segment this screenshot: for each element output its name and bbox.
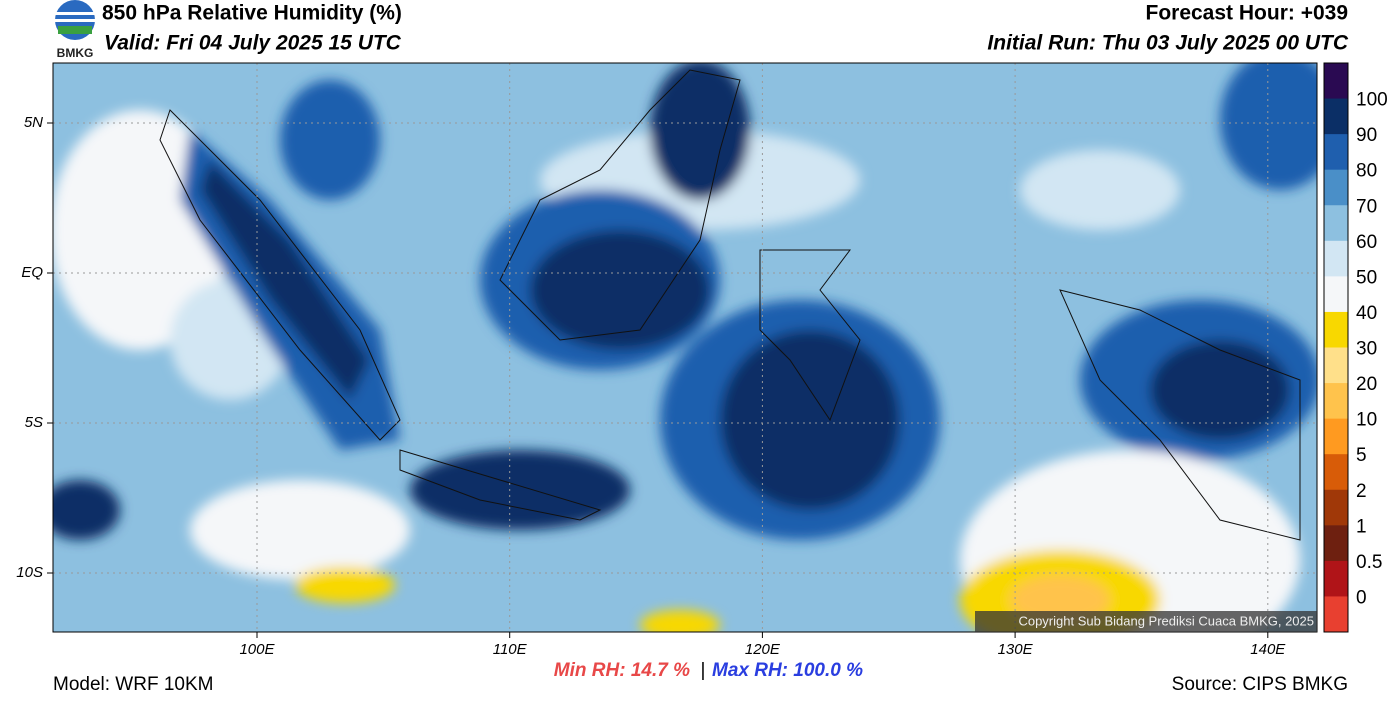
colorbar-label: 0	[1356, 587, 1367, 608]
colorbar-label: 90	[1356, 125, 1377, 146]
colorbar-swatch	[1324, 489, 1348, 526]
colorbar-label: 1	[1356, 516, 1367, 537]
valid-time: Valid: Fri 04 July 2025 15 UTC	[104, 32, 402, 55]
colorbar-label: 10	[1356, 410, 1377, 431]
max-rh: Max RH: 100.0 %	[712, 660, 863, 681]
logo: BMKG	[55, 0, 95, 60]
colorbar-swatch	[1324, 311, 1348, 348]
humidity-field	[53, 63, 1317, 632]
colorbar-swatch	[1324, 525, 1348, 562]
colorbar-label: 80	[1356, 161, 1377, 182]
lat-label: EQ	[21, 264, 43, 281]
min-rh: Min RH: 14.7 %	[554, 660, 690, 681]
colorbar-label: 0.5	[1356, 552, 1382, 573]
colorbar-label: 100	[1356, 90, 1388, 111]
colorbar-label: 20	[1356, 374, 1377, 395]
colorbar-swatch	[1324, 596, 1348, 633]
forecast-hour: Forecast Hour: +039	[1146, 2, 1349, 25]
lon-label: 130E	[998, 641, 1034, 658]
colorbar-swatch	[1324, 169, 1348, 206]
lon-label: 140E	[1250, 641, 1286, 658]
colorbar-swatch	[1324, 63, 1348, 100]
colorbar-swatch	[1324, 383, 1348, 420]
colorbar-label: 40	[1356, 303, 1377, 324]
colorbar-swatch	[1324, 347, 1348, 384]
colorbar-swatch	[1324, 454, 1348, 491]
colorbar: 100 90 80 70 60 50 40 30 20 10 5 2 1 0.5 0	[1323, 62, 1388, 633]
copyright-box	[975, 611, 1317, 632]
colorbar-label: 50	[1356, 267, 1377, 288]
colorbar-swatch	[1324, 98, 1348, 135]
colorbar-swatch	[1324, 418, 1348, 455]
model: Model: WRF 10KM	[53, 674, 213, 695]
colorbar-label: 5	[1356, 445, 1367, 466]
colorbar-swatch	[1324, 276, 1348, 313]
logo-text: BMKG	[57, 46, 94, 60]
copyright: Copyright Sub Bidang Prediksi Cuaca BMKG…	[1018, 613, 1314, 628]
graticule: 5N EQ 5S 10S 100E 110E 120E 130E 140E	[16, 63, 1317, 658]
source: Source: CIPS BMKG	[1172, 674, 1348, 695]
title: 850 hPa Relative Humidity (%)	[102, 2, 402, 25]
lat-label: 10S	[16, 564, 43, 581]
lon-label: 110E	[493, 641, 528, 658]
colorbar-label: 70	[1356, 196, 1377, 217]
colorbar-label: 2	[1356, 481, 1367, 502]
map-frame	[52, 62, 1318, 633]
colorbar-label: 60	[1356, 232, 1377, 253]
colorbar-label: 30	[1356, 339, 1377, 360]
lat-label: 5N	[24, 114, 43, 131]
colorbar-frame	[1323, 62, 1349, 633]
lon-label: 120E	[745, 641, 781, 658]
initial-run: Initial Run: Thu 03 July 2025 00 UTC	[987, 32, 1348, 55]
colorbar-swatch	[1324, 205, 1348, 242]
lon-label: 100E	[239, 641, 275, 658]
separator: |	[701, 660, 706, 681]
lat-label: 5S	[25, 414, 43, 431]
colorbar-swatch	[1324, 134, 1348, 171]
colorbar-swatch	[1324, 240, 1348, 277]
colorbar-swatch	[1324, 560, 1348, 597]
